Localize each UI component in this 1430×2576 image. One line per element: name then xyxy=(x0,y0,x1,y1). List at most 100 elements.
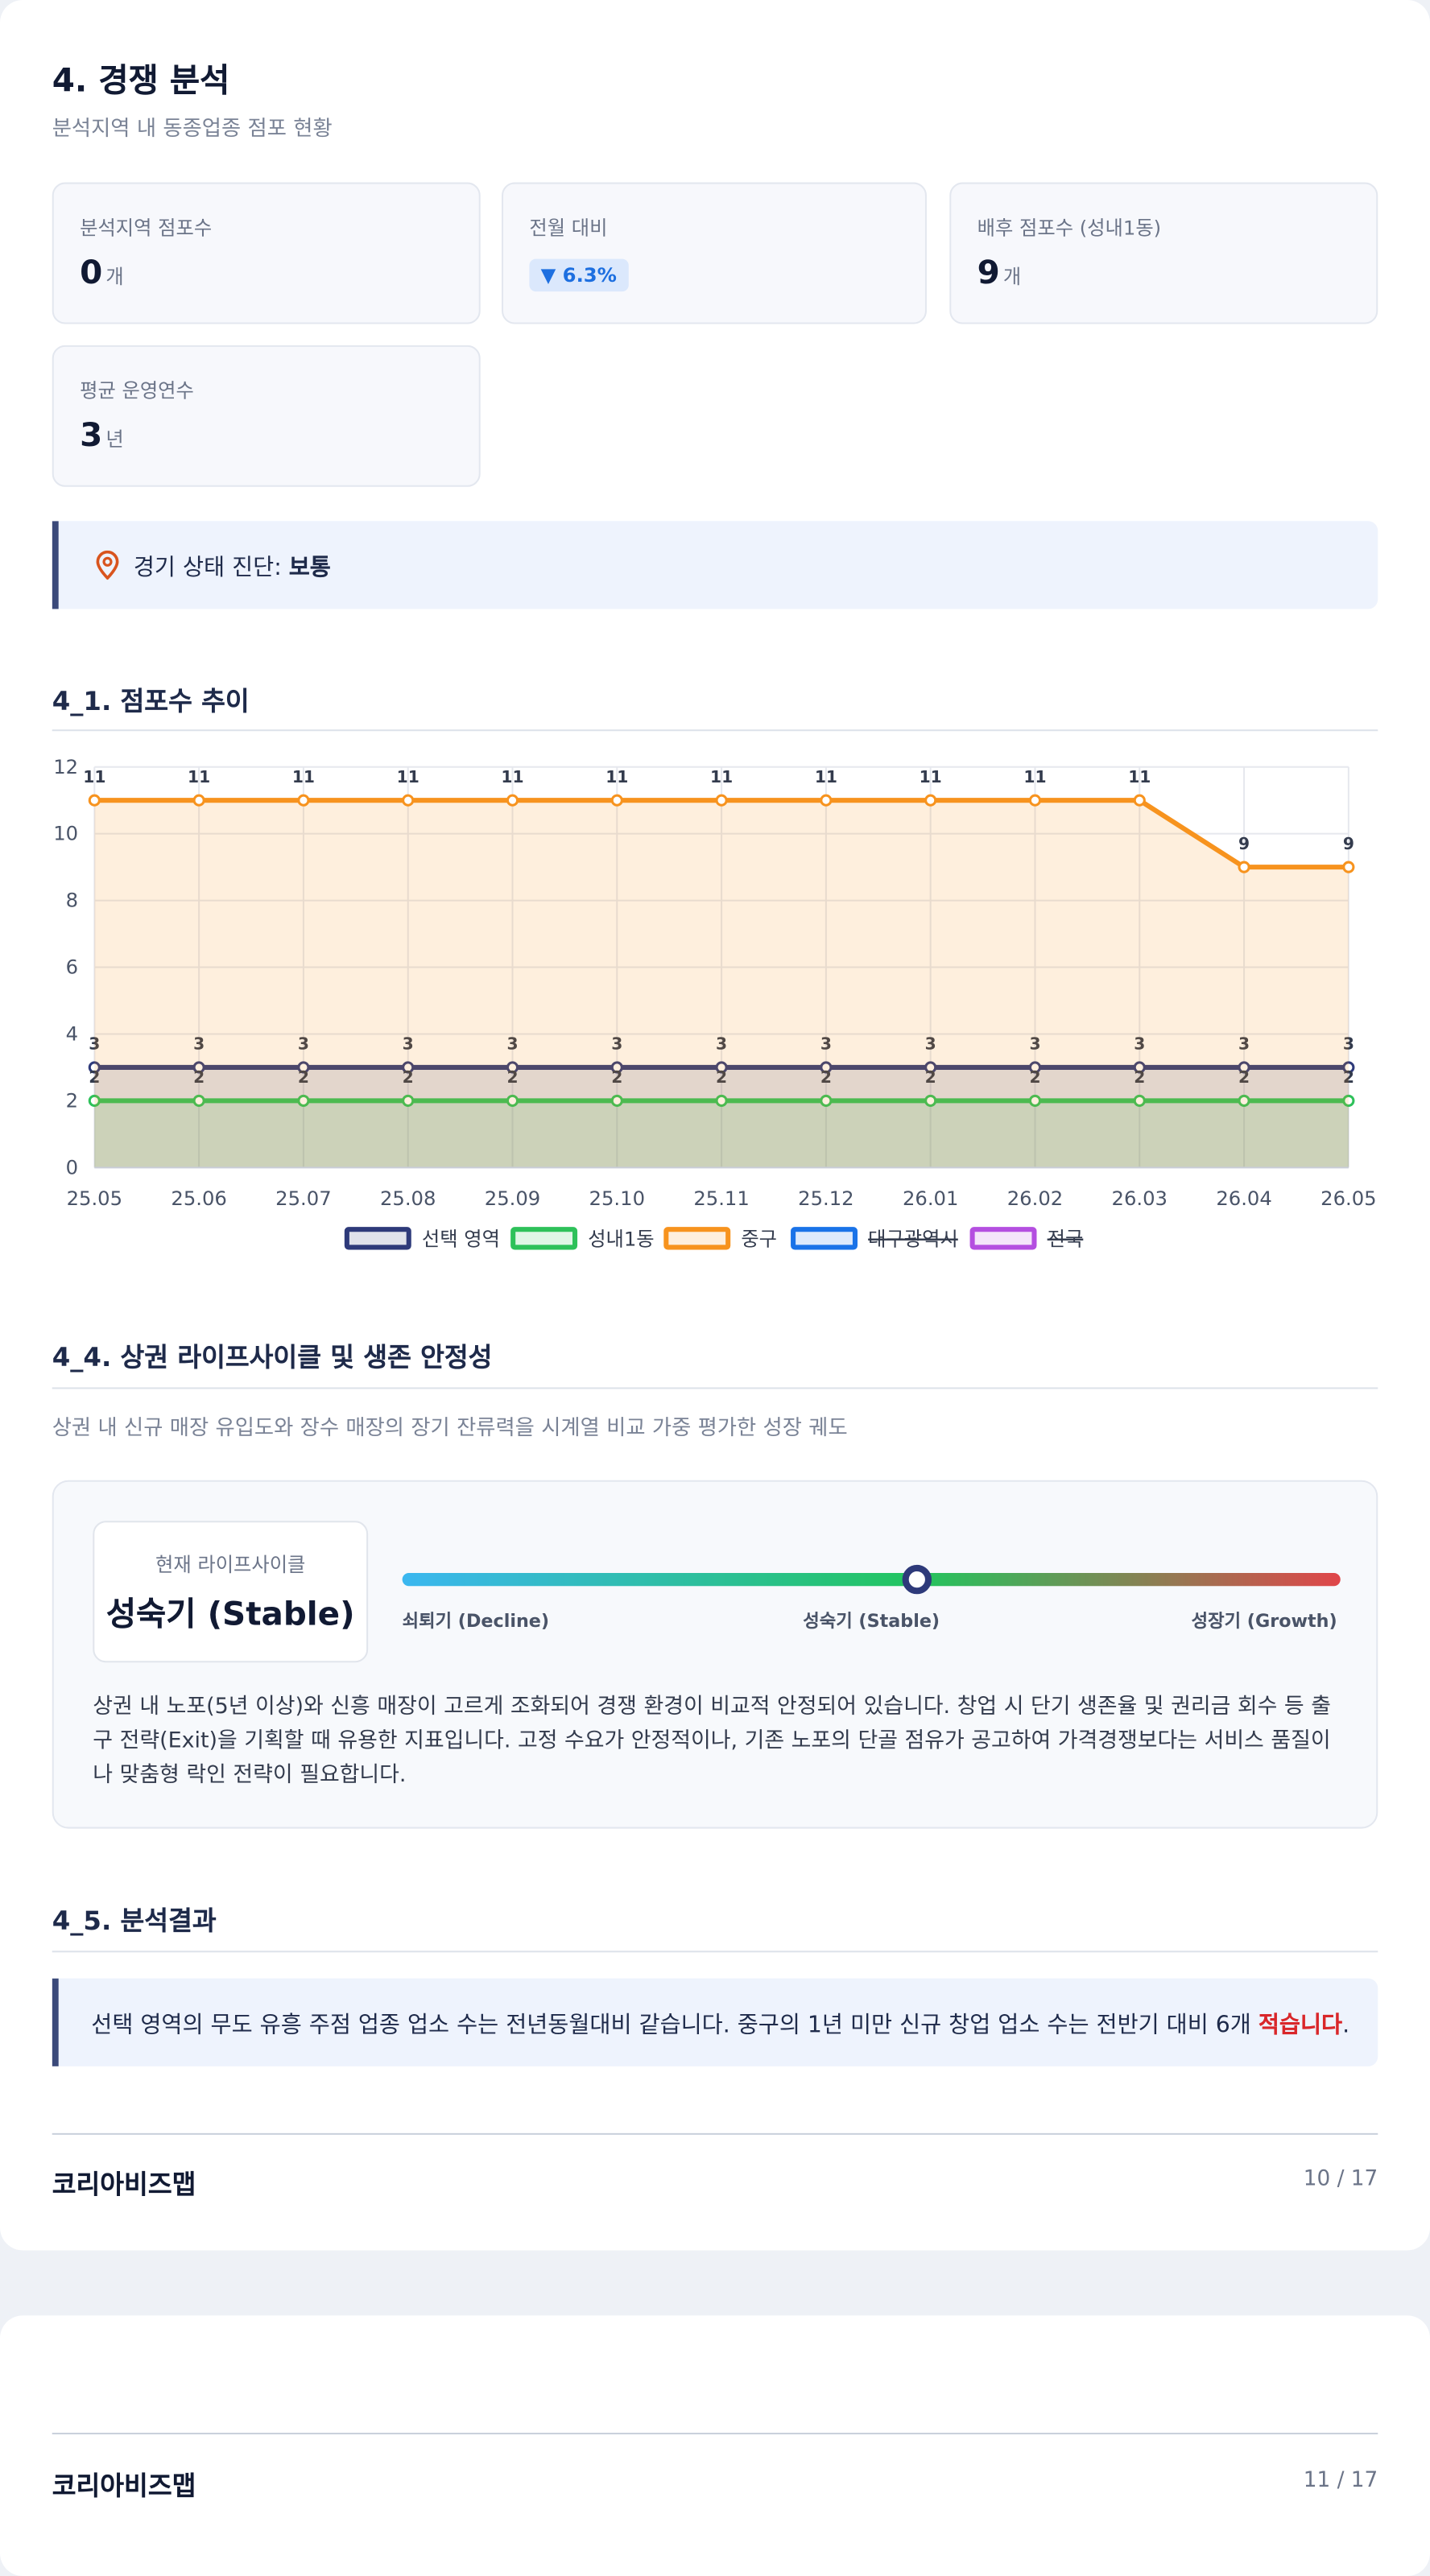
data-label: 11 xyxy=(1128,767,1151,786)
data-point xyxy=(715,794,728,807)
legend-label: 선택 영역 xyxy=(422,1227,500,1250)
data-label: 2 xyxy=(506,1067,518,1087)
data-label: 11 xyxy=(710,767,733,786)
diagnosis-label: 경기 상태 진단: xyxy=(133,555,289,582)
stat-card: 전월 대비 ▼ 6.3% xyxy=(502,182,927,324)
legend-swatch xyxy=(344,1227,411,1250)
data-point xyxy=(402,1094,415,1107)
y-tick-label: 8 xyxy=(66,889,78,912)
data-label: 3 xyxy=(925,1034,936,1054)
data-point xyxy=(1238,1094,1250,1107)
data-point xyxy=(1342,861,1355,873)
result-end: . xyxy=(1342,2013,1350,2039)
data-point xyxy=(1028,794,1042,807)
data-point xyxy=(610,1061,623,1074)
footer-rule xyxy=(52,2132,1378,2135)
data-point xyxy=(88,794,101,807)
page-card xyxy=(0,2315,1430,2576)
stat-unit: 년 xyxy=(105,427,124,452)
data-point xyxy=(924,1094,937,1107)
data-point xyxy=(402,794,415,807)
stage-label: 성장기 (Growth) xyxy=(1191,1610,1337,1632)
data-label: 2 xyxy=(1238,1067,1250,1087)
data-label: 11 xyxy=(1023,767,1046,786)
y-tick-label: 12 xyxy=(53,755,78,778)
legend-swatch xyxy=(969,1227,1037,1250)
data-label: 3 xyxy=(1029,1034,1040,1054)
data-point xyxy=(1238,1061,1250,1074)
y-tick-label: 10 xyxy=(53,822,78,845)
x-tick-label: 25.06 xyxy=(171,1187,226,1210)
stat-label: 분석지역 점포수 xyxy=(80,217,213,240)
data-label: 11 xyxy=(188,767,210,786)
footer-rule xyxy=(52,2433,1378,2435)
data-label: 2 xyxy=(298,1067,309,1087)
data-label: 11 xyxy=(83,767,105,786)
series-area xyxy=(94,1067,1349,1168)
data-label: 3 xyxy=(193,1034,205,1054)
data-point xyxy=(715,1094,728,1107)
section-title: 4_1. 점포수 추이 xyxy=(52,685,250,717)
legend-swatch xyxy=(510,1227,578,1250)
data-point xyxy=(610,1094,623,1107)
stat-value: 6.3% xyxy=(562,263,618,287)
stat-unit: 개 xyxy=(1002,265,1022,289)
current-stage: 성숙기 (Stable) xyxy=(105,1594,355,1633)
data-label: 11 xyxy=(501,767,523,786)
data-label: 2 xyxy=(1343,1067,1354,1087)
x-tick-label: 25.05 xyxy=(67,1187,122,1210)
data-point xyxy=(924,794,937,807)
y-tick-label: 6 xyxy=(66,956,78,979)
change-badge: ▼ 6.3% xyxy=(529,258,629,292)
data-label: 3 xyxy=(89,1034,100,1054)
data-label: 3 xyxy=(611,1034,622,1054)
data-point xyxy=(192,794,205,807)
data-label: 2 xyxy=(89,1067,100,1087)
data-point xyxy=(506,794,519,807)
data-label: 3 xyxy=(298,1034,309,1054)
data-point xyxy=(1238,861,1250,873)
stat-value: 3 xyxy=(80,415,103,455)
data-point xyxy=(506,1061,519,1074)
x-tick-label: 25.10 xyxy=(589,1187,645,1210)
data-point xyxy=(1133,794,1146,807)
data-label: 3 xyxy=(1134,1034,1145,1054)
y-tick-label: 0 xyxy=(66,1155,78,1179)
footer-brand: 코리아비즈맵 xyxy=(52,2470,196,2501)
x-tick-label: 26.01 xyxy=(903,1187,958,1210)
data-label: 11 xyxy=(920,767,942,786)
data-point xyxy=(924,1061,937,1074)
divider xyxy=(52,1387,1378,1389)
data-point xyxy=(1342,1061,1355,1074)
subtitle: 분석지역 내 동종업종 점포 현황 xyxy=(52,117,333,142)
legend-label: 중구 xyxy=(741,1227,777,1250)
data-label: 3 xyxy=(1238,1034,1250,1054)
legend-label: 성내1동 xyxy=(588,1227,654,1250)
data-label: 2 xyxy=(193,1067,205,1087)
x-tick-label: 26.03 xyxy=(1112,1187,1168,1210)
lifecycle-knob xyxy=(902,1564,932,1595)
result-text: 선택 영역의 무도 유흥 주점 업종 업소 수는 전년동월대비 같습니다. 중구… xyxy=(91,2013,1258,2039)
data-label: 2 xyxy=(925,1067,936,1087)
stat-value: 0 xyxy=(80,252,103,292)
data-label: 2 xyxy=(403,1067,414,1087)
data-point xyxy=(1133,1061,1146,1074)
result-box: 선택 영역의 무도 유흥 주점 업종 업소 수는 전년동월대비 같습니다. 중구… xyxy=(52,1978,1378,2066)
lifecycle-card: 현재 라이프사이클 성숙기 (Stable) 쇠퇴기 (Decline) 성숙기… xyxy=(52,1480,1378,1829)
divider xyxy=(52,729,1378,732)
page-number: 11 / 17 xyxy=(1303,2468,1378,2493)
stat-unit: 개 xyxy=(105,265,124,289)
data-point xyxy=(715,1061,728,1074)
x-tick-label: 25.12 xyxy=(798,1187,853,1210)
data-point xyxy=(297,1061,310,1074)
y-tick-label: 4 xyxy=(66,1022,78,1046)
legend-swatch xyxy=(791,1227,858,1250)
data-label: 2 xyxy=(820,1067,832,1087)
current-label: 현재 라이프사이클 xyxy=(155,1553,306,1577)
stat-label: 평균 운영연수 xyxy=(80,379,194,402)
data-point xyxy=(1028,1061,1042,1074)
data-label: 3 xyxy=(1343,1034,1354,1054)
